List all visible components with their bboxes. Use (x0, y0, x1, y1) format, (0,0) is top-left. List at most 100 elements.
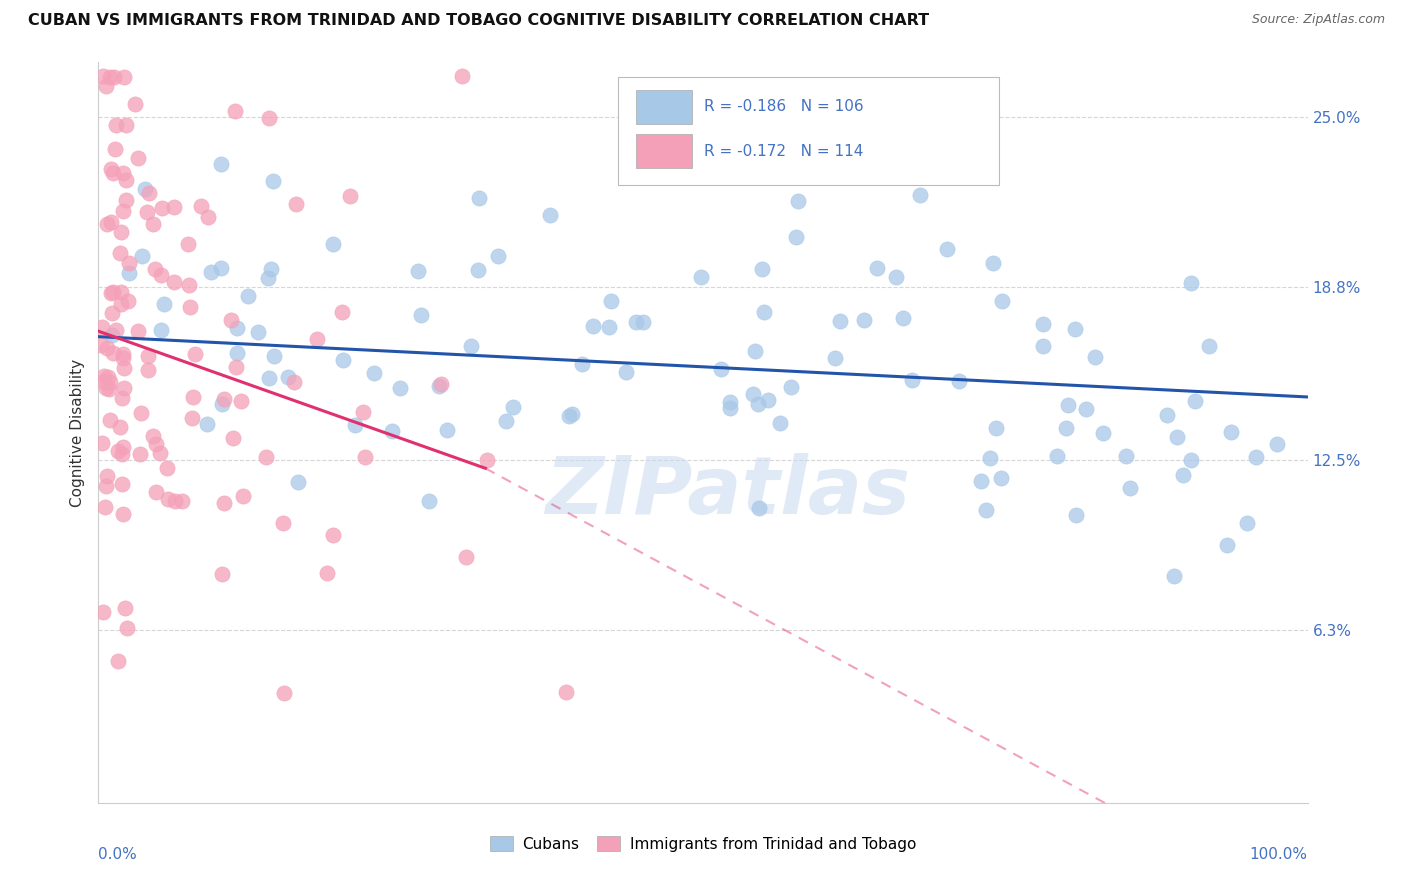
Point (115, 621, 138, 635)
Point (307, 332, 329, 346)
Text: ZIPatlas: ZIPatlas (544, 453, 910, 531)
Point (150, 323, 173, 337)
Point (852, 312, 875, 326)
Point (257, 271, 280, 285)
Point (339, 189, 361, 203)
Point (94, 78, 117, 93)
Point (1064, 508, 1087, 522)
Point (468, 191, 491, 205)
Legend: Cubans, Immigrants from Trinidad and Tobago: Cubans, Immigrants from Trinidad and Tob… (484, 830, 922, 858)
Point (614, 365, 637, 379)
Point (111, 447, 134, 461)
Point (209, 157, 232, 171)
Point (197, 210, 219, 224)
Point (866, 260, 889, 275)
Point (117, 266, 139, 280)
Point (101, 306, 124, 320)
Point (1166, 430, 1188, 444)
Point (502, 401, 524, 415)
Point (129, 406, 152, 420)
Point (756, 393, 779, 408)
Point (283, 375, 305, 389)
Point (100, 161, 122, 176)
Point (96, 469, 118, 483)
Point (219, 312, 242, 326)
Point (104, 118, 127, 132)
Point (475, 452, 498, 467)
Point (107, 443, 129, 458)
FancyBboxPatch shape (637, 135, 692, 169)
Point (330, 305, 353, 319)
Point (110, 392, 132, 406)
Point (91, 605, 114, 619)
Text: R = -0.172   N = 114: R = -0.172 N = 114 (704, 144, 863, 159)
Point (153, 297, 176, 311)
Point (427, 379, 450, 393)
Point (156, 460, 179, 475)
Point (115, 119, 138, 133)
Point (1163, 568, 1185, 582)
Point (315, 566, 337, 581)
Point (974, 502, 997, 516)
Point (110, 285, 132, 299)
Point (101, 346, 124, 360)
Point (332, 353, 354, 368)
Point (101, 285, 124, 299)
Point (93, 500, 115, 515)
Point (177, 236, 200, 251)
Point (981, 256, 1004, 270)
Point (145, 437, 167, 451)
Point (984, 420, 1007, 434)
Y-axis label: Cognitive Disability: Cognitive Disability (70, 359, 86, 507)
Point (1265, 437, 1288, 451)
Point (136, 363, 159, 377)
Point (93, 369, 115, 384)
Point (787, 194, 810, 209)
Point (127, 324, 149, 338)
Point (142, 218, 165, 232)
Point (785, 230, 807, 244)
Point (232, 489, 254, 503)
Point (163, 494, 186, 508)
Point (991, 293, 1014, 308)
Text: 0.0%: 0.0% (98, 847, 138, 863)
Point (184, 347, 207, 361)
Point (744, 344, 766, 359)
Point (214, 496, 236, 510)
Point (143, 261, 166, 276)
Point (96, 218, 118, 232)
Point (134, 182, 156, 196)
Point (1074, 401, 1097, 416)
Point (226, 321, 249, 335)
Point (97, 370, 120, 384)
Point (114, 193, 136, 207)
Point (1198, 339, 1220, 353)
FancyBboxPatch shape (619, 78, 1000, 185)
Point (1184, 394, 1206, 409)
Point (1180, 276, 1202, 290)
Point (180, 410, 202, 425)
Point (1057, 398, 1080, 412)
Point (1032, 317, 1054, 331)
Point (225, 359, 247, 374)
Point (747, 397, 769, 411)
Point (1083, 351, 1105, 365)
Point (150, 201, 173, 215)
Point (212, 392, 235, 406)
Point (948, 374, 970, 388)
Point (224, 104, 246, 119)
Point (561, 407, 583, 421)
Point (98, 375, 121, 389)
Point (1091, 425, 1114, 440)
Point (554, 685, 576, 699)
Point (112, 70, 135, 85)
Point (900, 373, 922, 387)
Point (1220, 425, 1243, 439)
Point (538, 208, 561, 222)
Point (236, 289, 259, 303)
Point (689, 269, 711, 284)
Point (418, 494, 440, 508)
Point (990, 470, 1012, 484)
Text: Source: ZipAtlas.com: Source: ZipAtlas.com (1251, 13, 1385, 27)
Text: CUBAN VS IMMIGRANTS FROM TRINIDAD AND TOBAGO COGNITIVE DISABILITY CORRELATION CH: CUBAN VS IMMIGRANTS FROM TRINIDAD AND TO… (28, 13, 929, 29)
